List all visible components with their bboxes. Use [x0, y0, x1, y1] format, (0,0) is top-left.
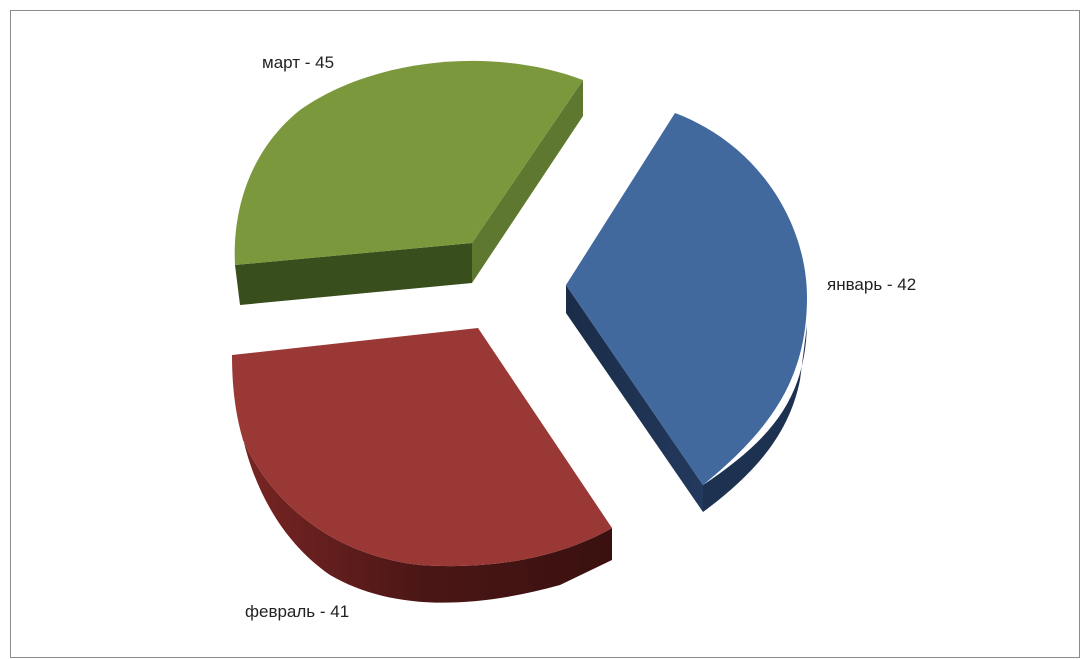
slice-label-march: март - 45 [262, 53, 334, 72]
pie-slice-february [232, 328, 612, 603]
slice-top [566, 113, 808, 485]
pie-slice-march [234, 60, 583, 305]
slice-side [235, 243, 472, 305]
slice-top [232, 328, 612, 567]
slice-side [703, 325, 807, 512]
slice-label-january: январь - 42 [827, 275, 916, 294]
slice-top [234, 60, 583, 265]
pie-slice-january [566, 113, 808, 512]
slice-side [236, 385, 612, 603]
slice-side [566, 285, 703, 512]
slice-side [472, 80, 583, 283]
slice-label-february: февраль - 41 [245, 602, 349, 621]
